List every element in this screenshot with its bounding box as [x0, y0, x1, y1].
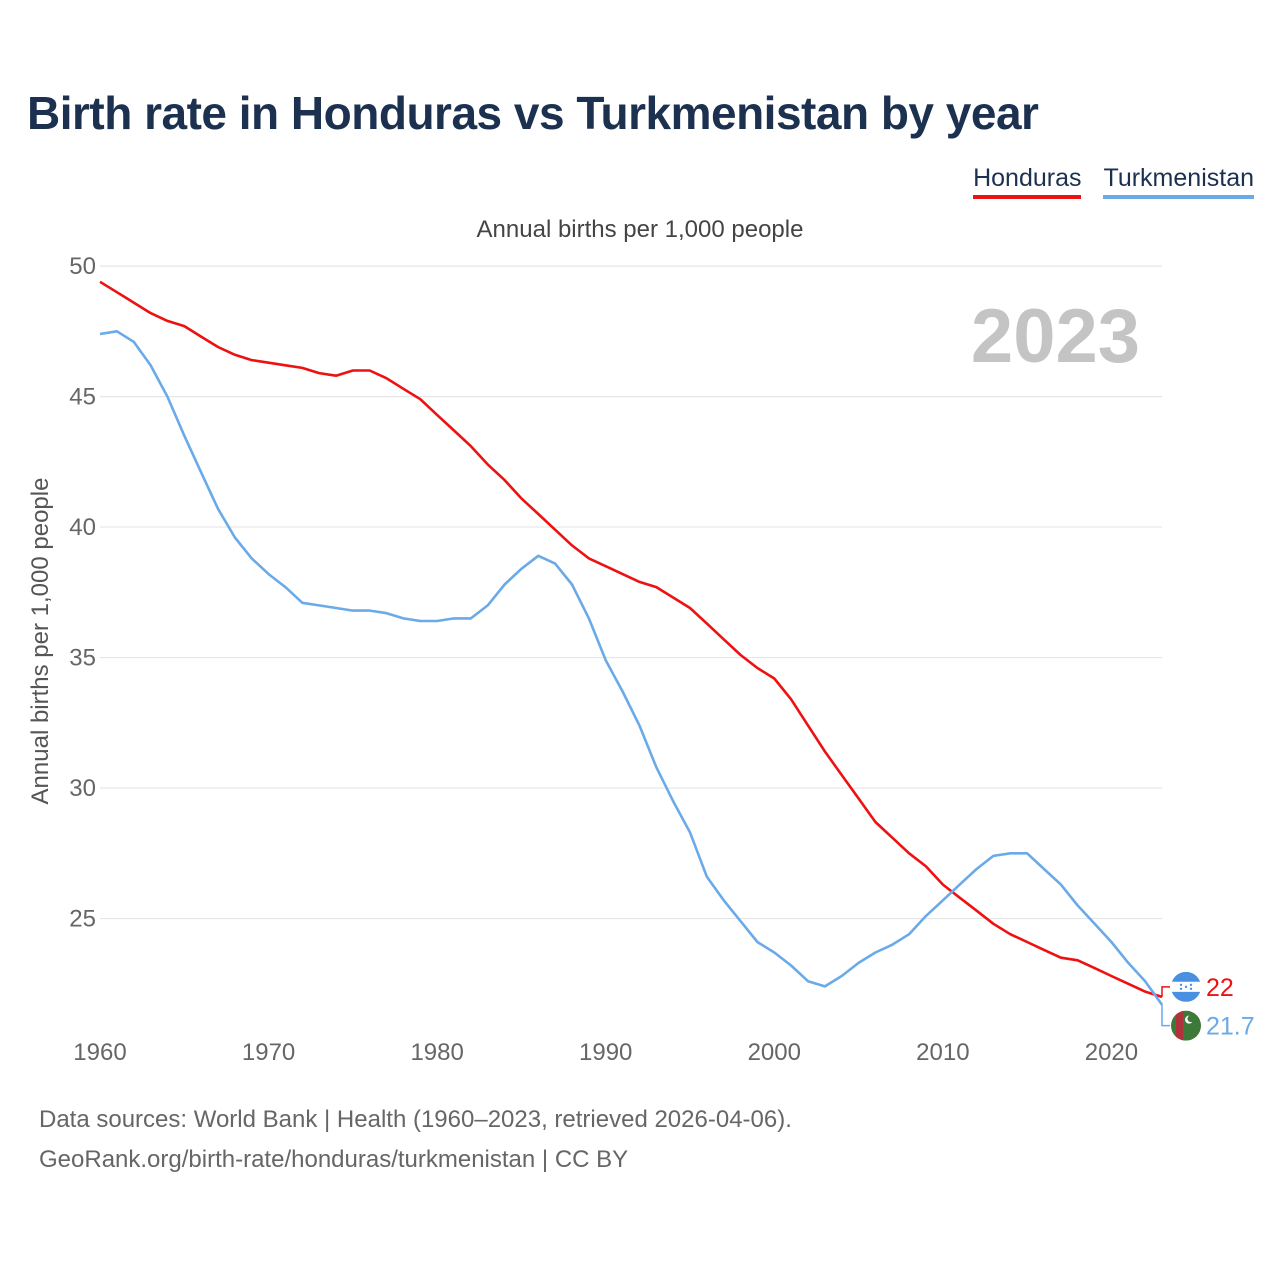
footer-attribution: GeoRank.org/birth-rate/honduras/turkmeni… [39, 1146, 629, 1173]
y-tick-label: 30 [69, 775, 96, 802]
end-connector-turkmenistan [1161, 1004, 1170, 1027]
y-tick-label: 45 [69, 384, 96, 411]
end-value-label-turkmenistan: 21.7 [1206, 1013, 1255, 1041]
turkmenistan-flag-icon [1171, 1010, 1201, 1041]
x-tick-label: 1970 [242, 1039, 295, 1066]
chart-subtitle: Annual births per 1,000 people [476, 216, 804, 243]
x-tick-label: 2000 [748, 1039, 801, 1066]
y-tick-label: 40 [69, 514, 96, 541]
x-tick-label: 1990 [579, 1039, 632, 1066]
legend-item-turkmenistan[interactable]: Turkmenistan [1103, 164, 1254, 199]
end-connector-honduras [1161, 986, 1170, 997]
footer-source: Data sources: World Bank | Health (1960–… [39, 1106, 792, 1133]
chart-title: Birth rate in Honduras vs Turkmenistan b… [27, 87, 1039, 139]
honduras-flag-icon [1171, 971, 1201, 1002]
x-tick-label: 1960 [73, 1039, 126, 1066]
y-tick-label: 50 [69, 253, 96, 280]
y-tick-label: 25 [69, 906, 96, 933]
x-tick-label: 1980 [410, 1039, 463, 1066]
legend-item-honduras[interactable]: Honduras [973, 164, 1082, 199]
series-line-honduras [99, 280, 1163, 999]
y-tick-label: 35 [69, 645, 96, 672]
x-tick-label: 2010 [916, 1039, 969, 1066]
year-watermark: 2023 [971, 294, 1140, 379]
series-line-turkmenistan [99, 330, 1164, 1006]
legend: Honduras Turkmenistan [973, 164, 1254, 199]
end-value-label-honduras: 22 [1206, 974, 1234, 1002]
x-tick-label: 2020 [1085, 1039, 1138, 1066]
